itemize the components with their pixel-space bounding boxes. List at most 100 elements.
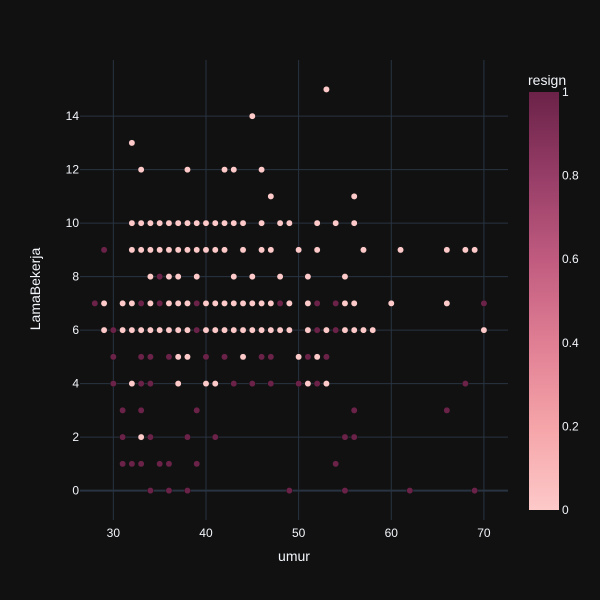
colorbar-tick-label: 0.6 — [562, 252, 579, 266]
data-point — [276, 326, 284, 334]
data-point — [193, 326, 201, 334]
data-point — [258, 219, 266, 227]
data-point — [350, 406, 358, 414]
data-point — [193, 273, 201, 281]
data-point — [471, 487, 479, 495]
data-point — [295, 380, 303, 388]
data-point — [156, 246, 164, 254]
data-point — [165, 326, 173, 334]
colorbar-tick-label: 0.2 — [562, 419, 579, 433]
data-point — [165, 487, 173, 495]
x-tick-label: 70 — [477, 526, 491, 540]
colorbar-gradient — [529, 92, 559, 510]
y-tick-label: 6 — [72, 323, 79, 337]
data-point — [332, 326, 340, 334]
data-point — [248, 299, 256, 307]
colorbar-title: resign — [528, 72, 566, 88]
data-point — [128, 460, 136, 468]
data-point — [100, 326, 108, 334]
data-point — [360, 246, 367, 254]
y-tick-label: 4 — [72, 377, 79, 391]
data-point — [304, 380, 312, 388]
data-point — [230, 299, 238, 307]
data-point — [137, 460, 145, 468]
data-point — [174, 219, 182, 227]
data-point — [239, 219, 247, 227]
data-point — [267, 326, 275, 334]
data-point — [109, 326, 117, 334]
data-point — [341, 433, 349, 441]
data-point — [211, 219, 219, 227]
data-point — [119, 433, 127, 441]
data-point — [128, 139, 136, 147]
data-point — [174, 326, 182, 334]
data-points — [91, 85, 488, 495]
data-point — [137, 299, 145, 307]
data-point — [146, 219, 154, 227]
data-point — [184, 166, 191, 174]
data-point — [471, 246, 479, 254]
data-point — [313, 326, 321, 334]
data-point — [332, 219, 340, 227]
x-tick-label: 50 — [292, 526, 306, 540]
data-point — [304, 326, 312, 334]
colorbar-tick-label: 0.8 — [562, 169, 579, 183]
data-point — [184, 246, 191, 254]
data-point — [443, 299, 451, 307]
data-point — [350, 326, 358, 334]
data-point — [146, 380, 154, 388]
x-tick-label: 30 — [107, 526, 121, 540]
data-point — [184, 433, 191, 441]
data-point — [211, 380, 219, 388]
data-point — [193, 246, 201, 254]
data-point — [165, 246, 173, 254]
data-point — [304, 299, 312, 307]
data-point — [221, 353, 228, 361]
data-point — [248, 273, 256, 281]
data-point — [128, 299, 136, 307]
data-point — [276, 273, 284, 281]
data-point — [119, 299, 127, 307]
data-point — [211, 326, 219, 334]
data-point — [221, 166, 228, 174]
data-point — [156, 219, 164, 227]
data-point — [174, 273, 182, 281]
data-point — [165, 353, 173, 361]
data-point — [406, 487, 414, 495]
data-point — [313, 299, 321, 307]
data-point — [211, 299, 219, 307]
data-point — [332, 299, 340, 307]
data-point — [258, 353, 266, 361]
data-point — [230, 273, 238, 281]
data-point — [109, 353, 117, 361]
x-tick-label: 40 — [199, 526, 213, 540]
data-point — [304, 273, 312, 281]
data-point — [258, 299, 266, 307]
data-point — [332, 460, 340, 468]
data-point — [174, 246, 182, 254]
data-point — [137, 406, 145, 414]
data-point — [230, 166, 238, 174]
data-point — [202, 353, 210, 361]
data-point — [461, 380, 469, 388]
data-point — [230, 380, 238, 388]
data-point — [350, 219, 358, 227]
data-point — [239, 246, 247, 254]
data-point — [350, 299, 358, 307]
data-point — [156, 273, 164, 281]
data-point — [137, 219, 145, 227]
data-point — [100, 246, 108, 254]
data-point — [202, 219, 210, 227]
y-tick-label: 14 — [66, 109, 80, 123]
data-point — [146, 326, 154, 334]
data-point — [221, 246, 228, 254]
data-point — [184, 487, 191, 495]
data-point — [137, 353, 145, 361]
data-point — [165, 460, 173, 468]
data-point — [285, 299, 293, 307]
colorbar-tick-label: 1 — [562, 85, 569, 99]
data-point — [128, 246, 136, 254]
data-point — [184, 219, 191, 227]
data-point — [480, 326, 488, 334]
